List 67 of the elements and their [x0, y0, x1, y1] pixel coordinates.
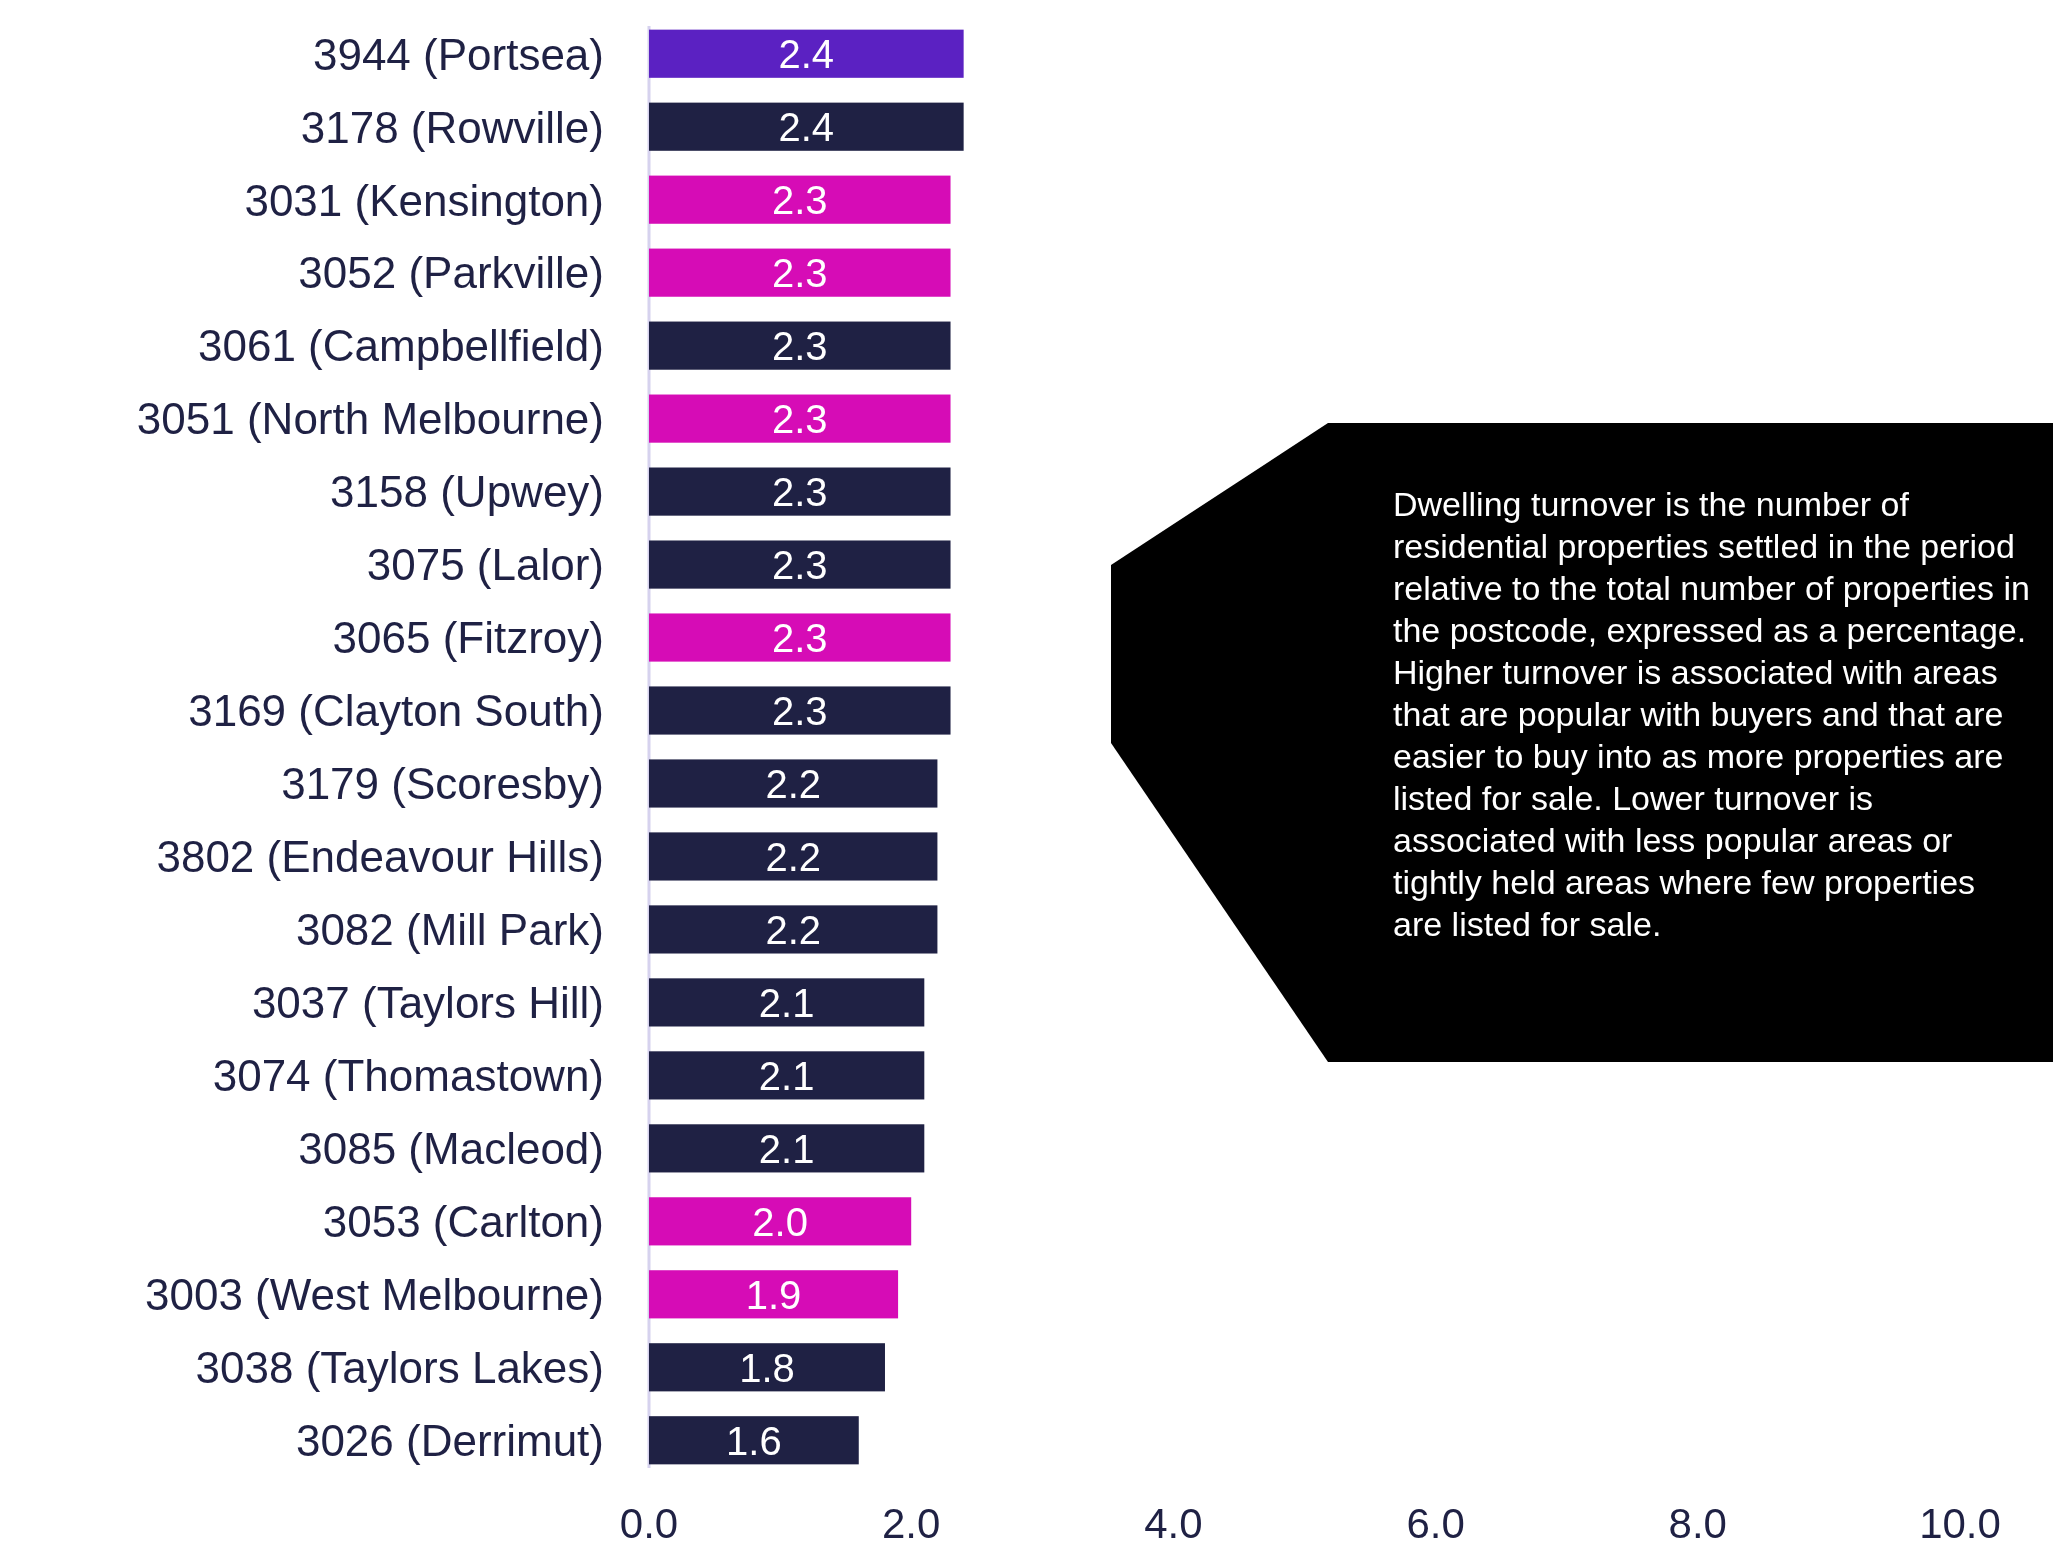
- y-tick-label: 3085 (Macleod): [298, 1124, 604, 1174]
- y-tick-label: 3074 (Thomastown): [212, 1051, 604, 1101]
- bar: [649, 1343, 885, 1392]
- data-label: 1.9: [745, 1272, 802, 1317]
- data-label: 2.3: [771, 251, 828, 296]
- bar: [649, 1270, 899, 1319]
- bar: [649, 175, 951, 224]
- data-label: 2.3: [771, 397, 828, 442]
- y-tick-label: 3082 (Mill Park): [295, 905, 604, 955]
- y-tick-label: 3037 (Taylors Hill): [251, 978, 604, 1028]
- y-tick-label: 3178 (Rowville): [300, 102, 604, 152]
- y-tick-label: 3051 (North Melbourne): [136, 394, 604, 444]
- bar: [649, 832, 938, 881]
- y-tick-label: 3052 (Parkville): [298, 248, 604, 298]
- y-tick-label: 3031 (Kensington): [244, 175, 604, 225]
- bar: [649, 248, 951, 297]
- data-label: 2.2: [765, 907, 822, 952]
- data-label: 2.1: [758, 1053, 815, 1098]
- y-tick-label: 3053 (Carlton): [322, 1197, 604, 1247]
- bar: [649, 978, 925, 1027]
- x-tick-label: 8.0: [1668, 1500, 1727, 1547]
- bar: [649, 1124, 925, 1173]
- bar: [649, 759, 938, 808]
- x-tick-label: 4.0: [1144, 1500, 1203, 1547]
- bar: [649, 1416, 859, 1465]
- y-tick-label: 3158 (Upwey): [330, 467, 604, 517]
- data-label: 2.4: [778, 105, 835, 150]
- x-tick-label: 10.0: [1919, 1500, 2001, 1547]
- data-label: 2.1: [758, 980, 815, 1025]
- data-label: 2.3: [771, 469, 828, 514]
- y-tick-label: 3038 (Taylors Lakes): [195, 1343, 604, 1393]
- y-tick-label: 3802 (Endeavour Hills): [156, 832, 604, 882]
- data-label: 2.3: [771, 178, 828, 223]
- bar: [649, 613, 951, 662]
- data-label: 2.4: [778, 32, 835, 77]
- y-tick-label: 3179 (Scoresby): [281, 759, 604, 809]
- bar: [649, 102, 964, 151]
- bar: [649, 686, 951, 735]
- bar: [649, 321, 951, 370]
- y-tick-label: 3075 (Lalor): [366, 540, 604, 590]
- data-label: 2.3: [771, 324, 828, 369]
- text: Dwelling turnover is the number of residential properties settled in the period relative to the total number of properties in the postcode, expressed as a percentage. Higher turnover is associated with areas that are popular with buyers and that are easier to buy into as more properties are listed for sale. Lower turnover is associated with less popular areas or tightly held areas where few properties are listed for sale.: [1393, 485, 2030, 943]
- data-label: 2.2: [765, 761, 822, 806]
- data-label: 2.3: [771, 688, 828, 733]
- bar: [649, 394, 951, 443]
- data-label: 2.3: [771, 542, 828, 587]
- y-tick-label: 3026 (Derrimut): [295, 1416, 604, 1466]
- y-tick-label: 3003 (West Melbourne): [145, 1270, 604, 1320]
- x-tick-label: 2.0: [882, 1500, 941, 1547]
- bar: [649, 1051, 925, 1100]
- y-tick-label: 3061 (Campbellfield): [198, 321, 604, 371]
- bar: [649, 540, 951, 589]
- bar: [649, 905, 938, 954]
- data-label: 1.8: [739, 1345, 795, 1390]
- x-tick-label: 6.0: [1406, 1500, 1465, 1547]
- bar: [649, 467, 951, 516]
- data-label: 2.1: [758, 1126, 815, 1171]
- y-tick-label: 3065 (Fitzroy): [332, 613, 604, 663]
- y-tick-label: 3169 (Clayton South): [188, 686, 604, 736]
- bar: [649, 29, 964, 78]
- data-label: 1.6: [726, 1418, 782, 1463]
- data-label: 2.3: [771, 615, 828, 660]
- bar: [649, 1197, 912, 1246]
- data-label: 2.0: [752, 1199, 808, 1244]
- y-tick-label: 3944 (Portsea): [312, 29, 604, 79]
- x-tick-label: 0.0: [619, 1500, 679, 1547]
- data-label: 2.2: [765, 834, 822, 879]
